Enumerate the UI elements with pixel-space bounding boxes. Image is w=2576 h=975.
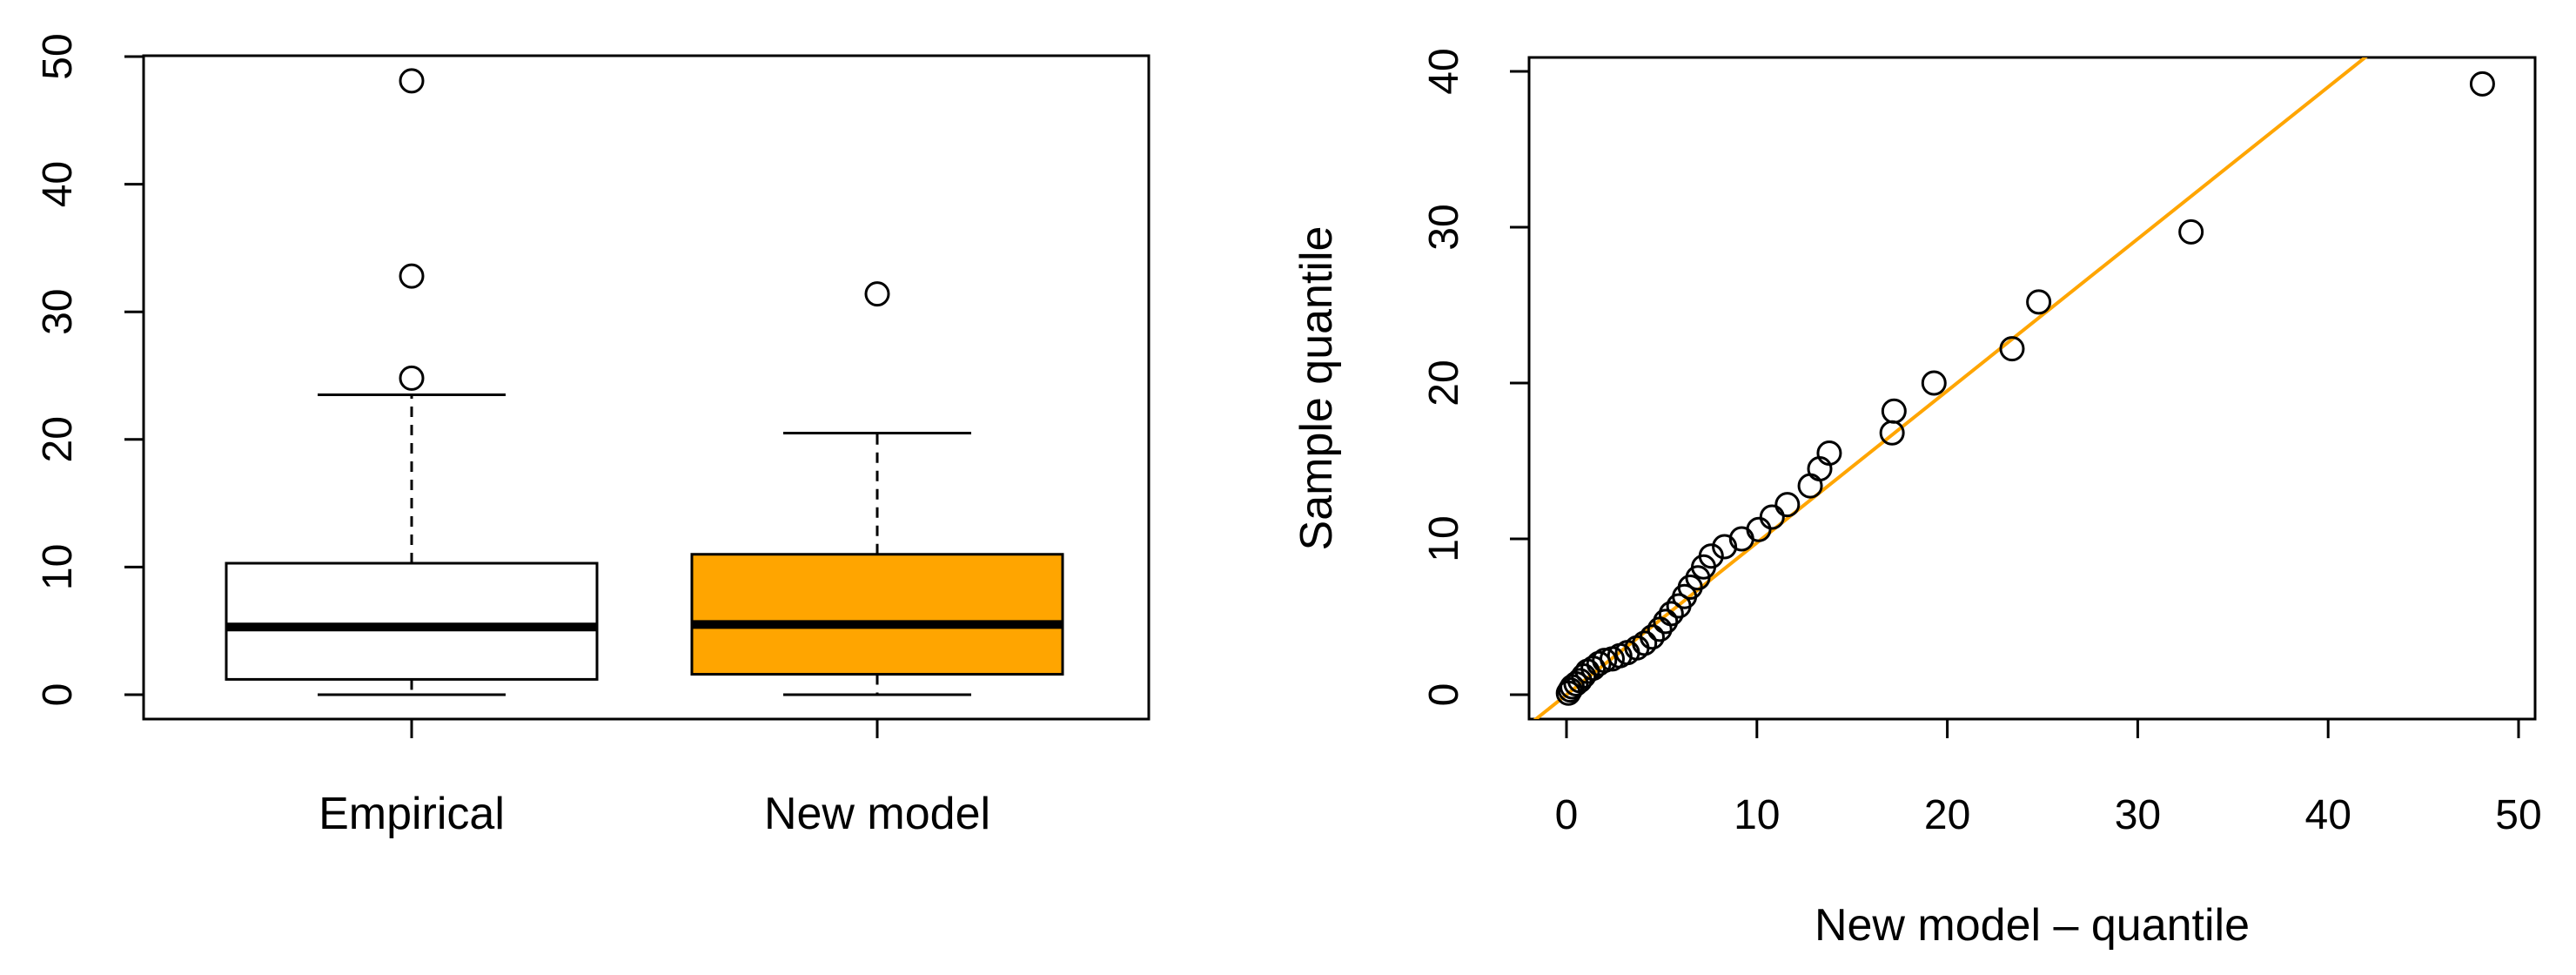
data-point bbox=[1759, 504, 1785, 530]
data-point bbox=[2178, 219, 2204, 245]
outlier-point bbox=[399, 263, 425, 289]
data-point bbox=[1921, 370, 1947, 396]
plot-frame bbox=[142, 54, 1150, 721]
y-tick-label: 10 bbox=[35, 544, 81, 590]
data-point bbox=[1774, 492, 1801, 518]
x-tick-label: 30 bbox=[2115, 792, 2161, 838]
x-tick-label: 20 bbox=[1924, 792, 1970, 838]
x-tick-label: New model bbox=[764, 789, 990, 839]
data-point bbox=[1658, 601, 1684, 627]
plot-frame bbox=[1527, 56, 2537, 721]
x-tick-label: 0 bbox=[1555, 792, 1579, 838]
outlier-point bbox=[399, 68, 425, 94]
data-point bbox=[1816, 440, 1842, 467]
data-point bbox=[2026, 289, 2052, 315]
y-tick-label: 40 bbox=[35, 161, 81, 207]
data-point bbox=[1999, 336, 2025, 362]
x-axis: Empirical New model bbox=[319, 719, 990, 839]
outlier-point bbox=[864, 281, 890, 307]
data-point bbox=[1653, 609, 1679, 635]
data-point bbox=[1797, 473, 1823, 499]
x-tick-label: Empirical bbox=[319, 789, 505, 839]
data-point bbox=[1881, 398, 1907, 424]
y-axis: 0 10 20 30 40 50 bbox=[35, 33, 144, 706]
y-tick-label: 0 bbox=[35, 683, 81, 707]
x-axis-title: New model – quantile bbox=[1815, 900, 2250, 951]
outlier-point bbox=[399, 365, 425, 391]
boxplot-panel: 0 10 20 30 40 50 Empirical New model bbox=[35, 33, 1150, 839]
box-iqr bbox=[690, 553, 1064, 676]
y-tick-label: 0 bbox=[1421, 683, 1467, 707]
data-point bbox=[1746, 516, 1772, 542]
data-point bbox=[1712, 534, 1738, 560]
y-tick-label: 40 bbox=[1421, 48, 1467, 94]
data-point bbox=[1632, 630, 1658, 656]
reference-line bbox=[1533, 57, 2368, 719]
y-tick-label: 20 bbox=[35, 416, 81, 462]
x-tick-label: 40 bbox=[2305, 792, 2351, 838]
data-point bbox=[1639, 624, 1665, 650]
y-tick-label: 30 bbox=[35, 289, 81, 335]
box-empirical bbox=[225, 68, 599, 696]
y-axis: 0 10 20 30 40 Sample quantile bbox=[1291, 48, 1529, 706]
data-point bbox=[2469, 71, 2495, 97]
x-tick-label: 50 bbox=[2495, 792, 2541, 838]
y-tick-label: 50 bbox=[35, 33, 81, 79]
y-tick-label: 30 bbox=[1421, 204, 1467, 250]
x-tick-label: 10 bbox=[1734, 792, 1780, 838]
qq-plot-panel: 0 10 20 30 40 Sample quantile 0 10 20 30 40 50 New m… bbox=[1291, 48, 2542, 951]
points bbox=[1555, 71, 2495, 706]
data-point bbox=[1698, 543, 1724, 569]
y-axis-title: Sample quantile bbox=[1291, 226, 1342, 551]
y-tick-label: 10 bbox=[1421, 515, 1467, 561]
box-iqr bbox=[225, 561, 599, 681]
y-tick-label: 20 bbox=[1421, 360, 1467, 406]
data-point bbox=[1557, 677, 1583, 703]
x-axis: 0 10 20 30 40 50 New model – quantile bbox=[1555, 719, 2542, 951]
box-new-model bbox=[690, 281, 1064, 696]
